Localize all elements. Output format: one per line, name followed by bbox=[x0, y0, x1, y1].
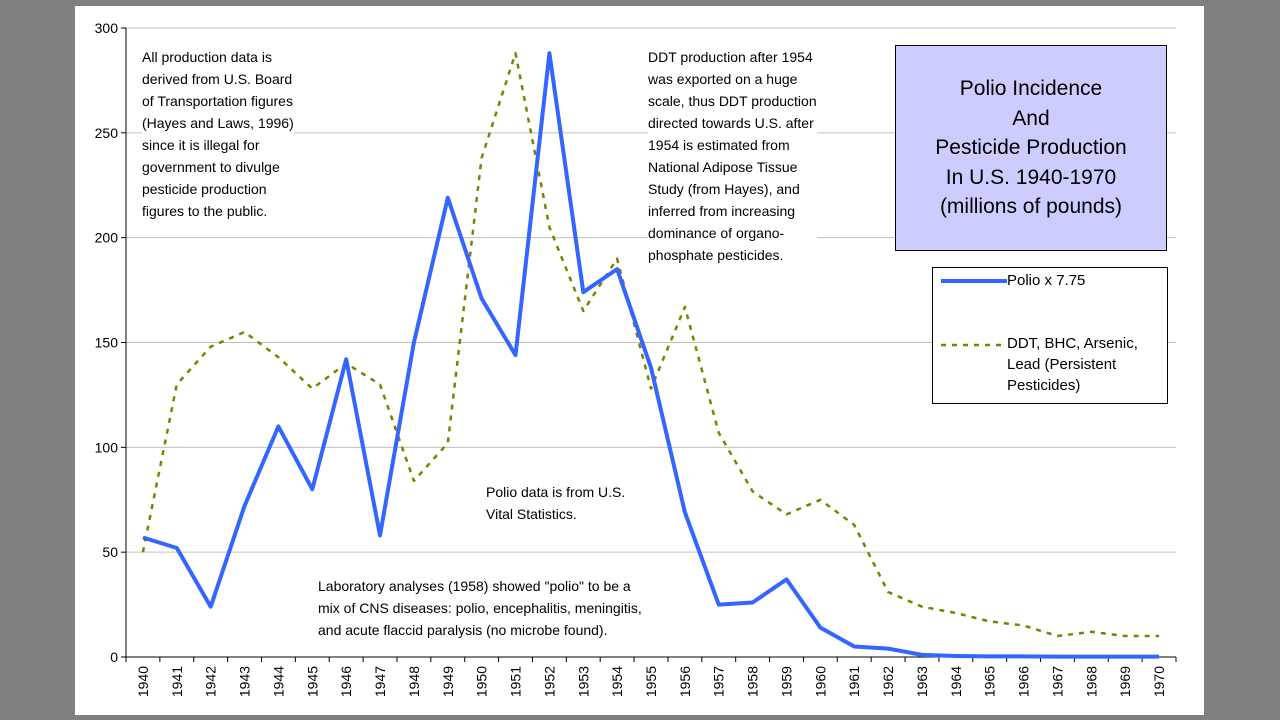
x-tick-label-1944: 1944 bbox=[270, 666, 286, 697]
x-tick-label-1956: 1956 bbox=[677, 666, 693, 697]
x-tick-label-1966: 1966 bbox=[1016, 666, 1032, 697]
y-tick-label-50: 50 bbox=[102, 544, 118, 560]
legend-swatches bbox=[941, 279, 1007, 347]
x-tick-label-1957: 1957 bbox=[711, 666, 727, 697]
chart-canvas: 0 50 100 150 200 250 300 1940 1941 1942 1943 1944 19… bbox=[95, 20, 1177, 697]
x-tick-label-1943: 1943 bbox=[237, 666, 253, 697]
x-tick-label-1962: 1962 bbox=[880, 666, 896, 697]
x-tick-label-1968: 1968 bbox=[1083, 666, 1099, 697]
legend-label-polio: Polio x 7.75 bbox=[1007, 272, 1086, 289]
y-tick-label-250: 250 bbox=[95, 125, 119, 141]
legend-label-pesticides: DDT, BHC, Arsenic, Lead (Persistent Pest… bbox=[1007, 335, 1138, 394]
y-tick-label-100: 100 bbox=[95, 439, 119, 455]
legend: Polio x 7.75 DDT, BHC, Arsenic, Lead (Pe… bbox=[932, 267, 1168, 404]
chart-title-box: Polio Incidence And Pesticide Production… bbox=[895, 45, 1167, 251]
x-tick-label-1952: 1952 bbox=[541, 666, 557, 697]
series-line-polio bbox=[142, 51, 1160, 659]
x-tick-label-1955: 1955 bbox=[643, 666, 659, 697]
x-tick-label-1941: 1941 bbox=[169, 666, 185, 697]
x-tick-label-1946: 1946 bbox=[338, 666, 354, 697]
ddt-export-note: DDT production after 1954 was exported o… bbox=[648, 46, 817, 266]
production-data-note: All production data is derived from U.S.… bbox=[142, 46, 294, 222]
x-tick-label-1970: 1970 bbox=[1151, 666, 1167, 697]
x-tick-label-1967: 1967 bbox=[1049, 666, 1065, 697]
polio-source-note: Polio data is from U.S. Vital Statistics… bbox=[486, 481, 626, 525]
x-tick-label-1960: 1960 bbox=[812, 666, 828, 697]
x-tick-label-1963: 1963 bbox=[914, 666, 930, 697]
x-tick-label-1949: 1949 bbox=[440, 666, 456, 697]
y-tick-label-200: 200 bbox=[95, 230, 119, 246]
x-tick-label-1940: 1940 bbox=[135, 666, 151, 697]
x-tick-label-1950: 1950 bbox=[474, 666, 490, 697]
y-tick-label-0: 0 bbox=[110, 649, 118, 665]
chart-title: Polio Incidence And Pesticide Production… bbox=[935, 77, 1127, 219]
x-tick-label-1954: 1954 bbox=[609, 666, 625, 697]
x-tick-label-1942: 1942 bbox=[203, 666, 219, 697]
laboratory-analyses-note: Laboratory analyses (1958) showed "polio… bbox=[318, 575, 642, 641]
x-tick-label-1965: 1965 bbox=[982, 666, 998, 697]
x-tick-label-1959: 1959 bbox=[778, 666, 794, 697]
x-tick-label-1953: 1953 bbox=[575, 666, 591, 697]
x-tick-label-1948: 1948 bbox=[406, 666, 422, 697]
x-tick-label-1951: 1951 bbox=[508, 666, 524, 697]
y-tick-label-300: 300 bbox=[95, 20, 119, 36]
y-tick-label-150: 150 bbox=[95, 335, 119, 351]
x-tick-label-1969: 1969 bbox=[1117, 666, 1133, 697]
x-tick-label-1961: 1961 bbox=[846, 666, 862, 697]
x-tick-label-1958: 1958 bbox=[745, 666, 761, 697]
x-tick-label-1947: 1947 bbox=[372, 666, 388, 697]
series-line-pesticides bbox=[141, 51, 1160, 638]
x-tick-label-1945: 1945 bbox=[304, 666, 320, 697]
x-tick-label-1964: 1964 bbox=[948, 666, 964, 697]
